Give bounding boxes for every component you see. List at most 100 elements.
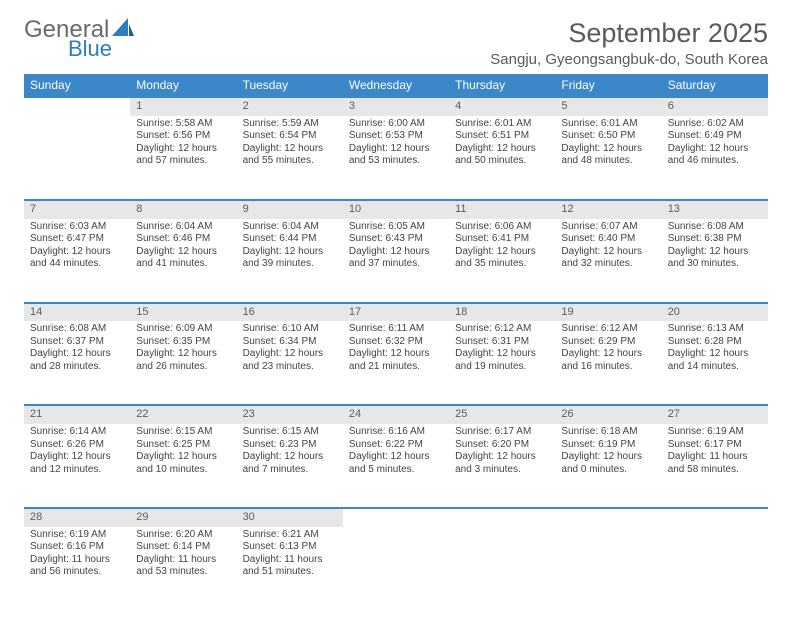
day-number-cell: 1 <box>130 97 236 116</box>
sunset-text: Sunset: 6:14 PM <box>136 541 230 554</box>
daylight-text: Daylight: 12 hours and 3 minutes. <box>455 451 549 476</box>
daylight-text: Daylight: 12 hours and 35 minutes. <box>455 246 549 271</box>
day-body-cell: Sunrise: 6:13 AMSunset: 6:28 PMDaylight:… <box>662 321 768 405</box>
daylight-text: Daylight: 12 hours and 37 minutes. <box>349 246 443 271</box>
day-number-cell: 10 <box>343 200 449 219</box>
sunset-text: Sunset: 6:46 PM <box>136 233 230 246</box>
day-number-cell: 27 <box>662 405 768 424</box>
day-number-cell: 6 <box>662 97 768 116</box>
day-number-row: 14151617181920 <box>24 303 768 322</box>
day-body-cell: Sunrise: 6:15 AMSunset: 6:25 PMDaylight:… <box>130 424 236 508</box>
day-body-cell: Sunrise: 6:08 AMSunset: 6:37 PMDaylight:… <box>24 321 130 405</box>
daylight-text: Daylight: 12 hours and 21 minutes. <box>349 348 443 373</box>
day-number-row: 78910111213 <box>24 200 768 219</box>
day-body-cell <box>662 527 768 611</box>
sunset-text: Sunset: 6:37 PM <box>30 336 124 349</box>
daylight-text: Daylight: 12 hours and 44 minutes. <box>30 246 124 271</box>
sunset-text: Sunset: 6:19 PM <box>561 439 655 452</box>
sunrise-text: Sunrise: 6:19 AM <box>668 426 762 439</box>
sunrise-text: Sunrise: 5:58 AM <box>136 118 230 131</box>
sunset-text: Sunset: 6:44 PM <box>243 233 337 246</box>
day-number-cell: 24 <box>343 405 449 424</box>
day-body-cell: Sunrise: 6:01 AMSunset: 6:50 PMDaylight:… <box>555 116 661 200</box>
sunset-text: Sunset: 6:51 PM <box>455 130 549 143</box>
day-number-cell <box>662 508 768 527</box>
sunset-text: Sunset: 6:53 PM <box>349 130 443 143</box>
sunset-text: Sunset: 6:13 PM <box>243 541 337 554</box>
sunrise-text: Sunrise: 6:15 AM <box>243 426 337 439</box>
sunset-text: Sunset: 6:26 PM <box>30 439 124 452</box>
daylight-text: Daylight: 12 hours and 57 minutes. <box>136 143 230 168</box>
day-number-row: 282930 <box>24 508 768 527</box>
daylight-text: Daylight: 12 hours and 14 minutes. <box>668 348 762 373</box>
sunset-text: Sunset: 6:25 PM <box>136 439 230 452</box>
day-number-cell: 20 <box>662 303 768 322</box>
day-number-cell: 18 <box>449 303 555 322</box>
sunrise-text: Sunrise: 6:13 AM <box>668 323 762 336</box>
day-number-cell: 7 <box>24 200 130 219</box>
day-body-cell: Sunrise: 6:12 AMSunset: 6:29 PMDaylight:… <box>555 321 661 405</box>
sunrise-text: Sunrise: 6:12 AM <box>455 323 549 336</box>
day-number-cell: 21 <box>24 405 130 424</box>
sunset-text: Sunset: 6:31 PM <box>455 336 549 349</box>
sunset-text: Sunset: 6:38 PM <box>668 233 762 246</box>
sunrise-text: Sunrise: 6:11 AM <box>349 323 443 336</box>
daylight-text: Daylight: 12 hours and 55 minutes. <box>243 143 337 168</box>
day-body-cell: Sunrise: 6:00 AMSunset: 6:53 PMDaylight:… <box>343 116 449 200</box>
daylight-text: Daylight: 12 hours and 39 minutes. <box>243 246 337 271</box>
daylight-text: Daylight: 12 hours and 26 minutes. <box>136 348 230 373</box>
day-number-cell: 13 <box>662 200 768 219</box>
day-body-cell <box>449 527 555 611</box>
daylight-text: Daylight: 11 hours and 58 minutes. <box>668 451 762 476</box>
sunrise-text: Sunrise: 6:05 AM <box>349 221 443 234</box>
day-body-cell: Sunrise: 6:15 AMSunset: 6:23 PMDaylight:… <box>237 424 343 508</box>
sunrise-text: Sunrise: 6:08 AM <box>668 221 762 234</box>
sunset-text: Sunset: 6:23 PM <box>243 439 337 452</box>
day-number-cell: 26 <box>555 405 661 424</box>
sunset-text: Sunset: 6:20 PM <box>455 439 549 452</box>
sunrise-text: Sunrise: 6:15 AM <box>136 426 230 439</box>
day-body-cell: Sunrise: 5:59 AMSunset: 6:54 PMDaylight:… <box>237 116 343 200</box>
day-body-cell: Sunrise: 6:20 AMSunset: 6:14 PMDaylight:… <box>130 527 236 611</box>
daylight-text: Daylight: 12 hours and 12 minutes. <box>30 451 124 476</box>
sunrise-text: Sunrise: 6:08 AM <box>30 323 124 336</box>
day-number-cell <box>343 508 449 527</box>
daylight-text: Daylight: 11 hours and 56 minutes. <box>30 554 124 579</box>
sunrise-text: Sunrise: 6:04 AM <box>136 221 230 234</box>
day-number-cell: 15 <box>130 303 236 322</box>
day-number-cell: 8 <box>130 200 236 219</box>
day-body-row: Sunrise: 6:19 AMSunset: 6:16 PMDaylight:… <box>24 527 768 611</box>
sunrise-text: Sunrise: 6:16 AM <box>349 426 443 439</box>
sunset-text: Sunset: 6:41 PM <box>455 233 549 246</box>
day-number-cell: 3 <box>343 97 449 116</box>
sunset-text: Sunset: 6:32 PM <box>349 336 443 349</box>
day-body-cell: Sunrise: 6:05 AMSunset: 6:43 PMDaylight:… <box>343 219 449 303</box>
day-body-cell: Sunrise: 6:01 AMSunset: 6:51 PMDaylight:… <box>449 116 555 200</box>
daylight-text: Daylight: 12 hours and 16 minutes. <box>561 348 655 373</box>
day-number-cell: 23 <box>237 405 343 424</box>
sunrise-text: Sunrise: 6:01 AM <box>455 118 549 131</box>
day-number-cell: 17 <box>343 303 449 322</box>
day-number-cell: 5 <box>555 97 661 116</box>
weekday-header: Friday <box>555 74 661 97</box>
daylight-text: Daylight: 12 hours and 46 minutes. <box>668 143 762 168</box>
sunrise-text: Sunrise: 6:01 AM <box>561 118 655 131</box>
day-number-cell <box>555 508 661 527</box>
day-body-cell: Sunrise: 6:17 AMSunset: 6:20 PMDaylight:… <box>449 424 555 508</box>
month-title: September 2025 <box>490 18 768 49</box>
sunset-text: Sunset: 6:29 PM <box>561 336 655 349</box>
daylight-text: Daylight: 12 hours and 0 minutes. <box>561 451 655 476</box>
day-body-cell: Sunrise: 6:04 AMSunset: 6:44 PMDaylight:… <box>237 219 343 303</box>
weekday-header-row: Sunday Monday Tuesday Wednesday Thursday… <box>24 74 768 97</box>
sunrise-text: Sunrise: 6:21 AM <box>243 529 337 542</box>
sunset-text: Sunset: 6:54 PM <box>243 130 337 143</box>
daylight-text: Daylight: 12 hours and 53 minutes. <box>349 143 443 168</box>
sunset-text: Sunset: 6:28 PM <box>668 336 762 349</box>
daylight-text: Daylight: 12 hours and 7 minutes. <box>243 451 337 476</box>
day-body-cell <box>343 527 449 611</box>
day-number-cell <box>24 97 130 116</box>
weekday-header: Thursday <box>449 74 555 97</box>
day-body-cell: Sunrise: 6:12 AMSunset: 6:31 PMDaylight:… <box>449 321 555 405</box>
day-number-cell: 16 <box>237 303 343 322</box>
sunset-text: Sunset: 6:43 PM <box>349 233 443 246</box>
